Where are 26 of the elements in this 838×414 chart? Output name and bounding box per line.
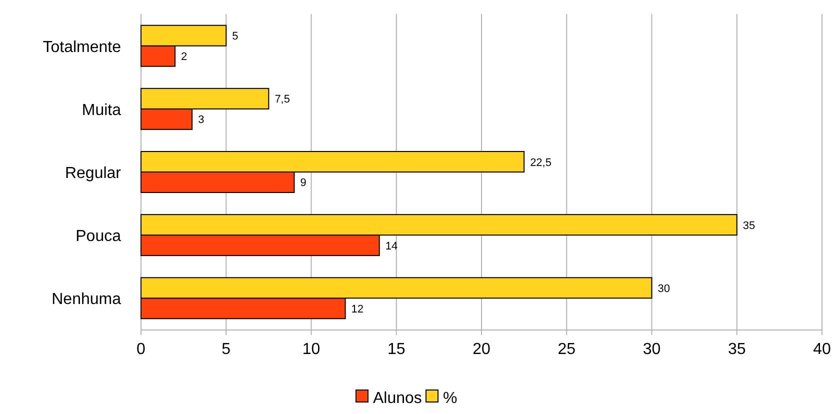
- y-tick-label: Nenhuma: [52, 291, 122, 308]
- y-tick-label: Pouca: [76, 228, 122, 246]
- x-tick-label: 25: [558, 341, 576, 358]
- data-label: 30: [658, 282, 670, 295]
- x-tick-label: 35: [728, 341, 746, 358]
- x-tick-label: 5: [222, 341, 231, 358]
- x-tick-label: 0: [136, 341, 146, 358]
- data-label: 22,5: [530, 156, 552, 169]
- y-tick-label: Totalmente: [42, 38, 122, 56]
- x-tick-label: 30: [642, 341, 661, 358]
- data-label: 7,5: [274, 94, 290, 106]
- data-label: 9: [300, 177, 306, 190]
- data-label: 2: [181, 51, 188, 64]
- legend-label: %: [443, 390, 458, 407]
- data-label: 35: [742, 220, 756, 232]
- x-tick-label: 20: [472, 341, 490, 358]
- data-label: 3: [198, 114, 204, 126]
- data-label: 14: [385, 240, 398, 252]
- data-label: 12: [351, 303, 364, 316]
- x-tick-label: 15: [387, 341, 406, 358]
- data-label: 5: [232, 30, 238, 43]
- y-tick-label: Muita: [82, 102, 122, 119]
- x-tick-label: 40: [813, 341, 831, 358]
- legend-label: Alunos: [373, 390, 422, 407]
- y-tick-label: Regular: [64, 165, 122, 182]
- x-tick-label: 10: [302, 341, 320, 358]
